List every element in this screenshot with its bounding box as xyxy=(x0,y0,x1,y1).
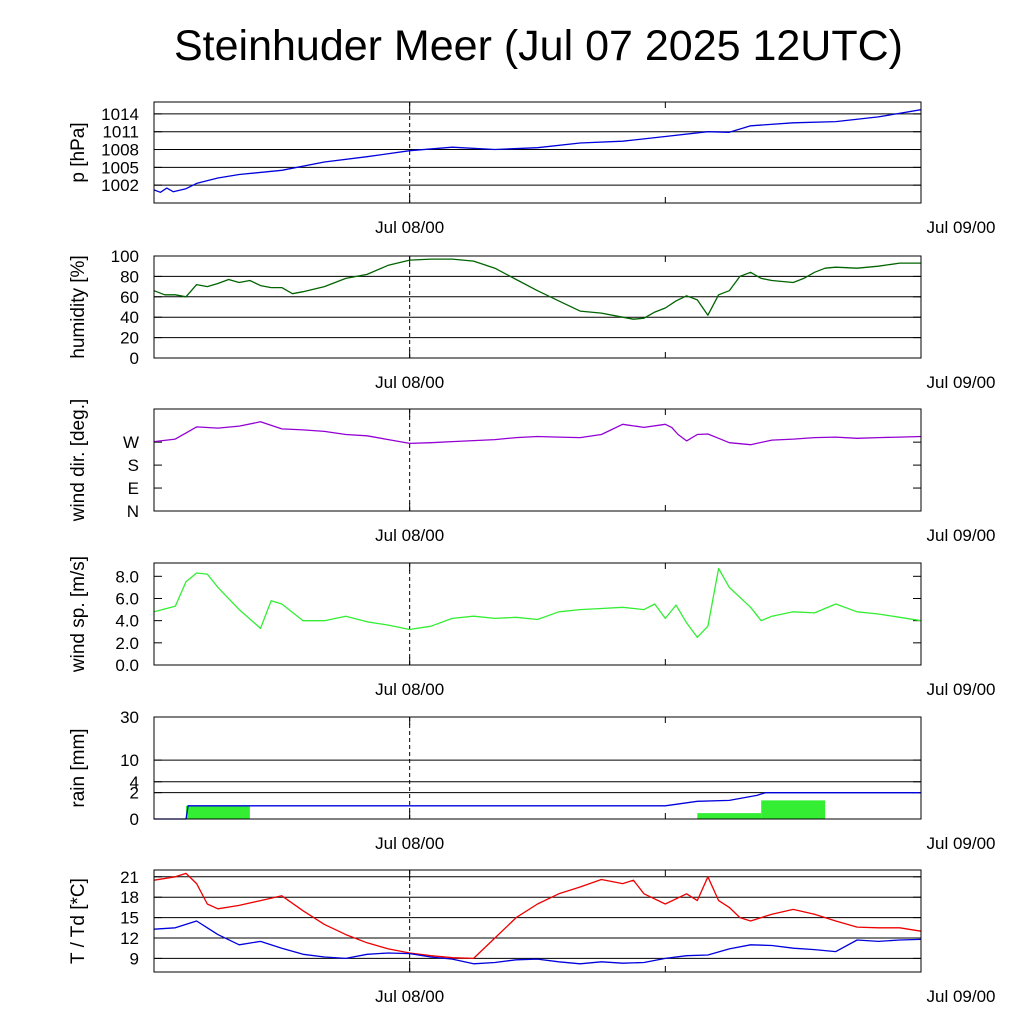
y-tick-label: 60 xyxy=(120,288,139,307)
y-tick-label: 2 xyxy=(130,784,139,803)
y-axis-label: T / Td [*C] xyxy=(68,878,89,964)
series-line-1 xyxy=(153,421,922,446)
y-tick-label: 100 xyxy=(111,247,139,266)
y-tick-label: 8.0 xyxy=(115,567,139,586)
y-tick-label: 2.0 xyxy=(115,634,139,653)
y-tick-label: E xyxy=(128,479,139,498)
plot-frame xyxy=(153,562,922,666)
plot-frame xyxy=(153,255,922,359)
x-tick-label: Jul 08/00 xyxy=(375,526,444,545)
x-tick-label: Jul 08/00 xyxy=(375,373,444,392)
x-tick-label: Jul 09/00 xyxy=(927,680,996,699)
series-line-1 xyxy=(153,872,922,960)
x-tick-label: Jul 09/00 xyxy=(927,834,996,853)
series-line-1 xyxy=(153,567,922,638)
plot-frame xyxy=(153,869,922,973)
x-tick-label: Jul 09/00 xyxy=(927,526,996,545)
series-line-1 xyxy=(154,792,921,820)
panel-4: 0.0 2.0 4.0 6.0 8.0 Jul 08/00 Jul 09/00 wind sp… xyxy=(68,556,996,699)
y-tick-label: 15 xyxy=(120,909,139,928)
y-tick-label: 0 xyxy=(130,349,139,368)
y-tick-label: 30 xyxy=(120,708,139,727)
y-tick-label: 6.0 xyxy=(115,589,139,608)
rain-bar xyxy=(697,813,762,819)
y-tick-label: 1005 xyxy=(101,158,139,177)
y-tick-label: 80 xyxy=(120,267,139,286)
y-axis-label: humidity [%] xyxy=(68,255,89,358)
x-tick-label: Jul 09/00 xyxy=(927,987,996,1006)
y-tick-label: 4.0 xyxy=(115,612,139,631)
series-line-1 xyxy=(153,109,922,193)
plot-frame xyxy=(153,716,922,820)
y-axis-label: rain [mm] xyxy=(68,728,89,807)
x-tick-label: Jul 09/00 xyxy=(927,218,996,237)
x-tick-label: Jul 08/00 xyxy=(375,834,444,853)
y-tick-label: W xyxy=(123,433,139,452)
y-tick-label: 9 xyxy=(130,949,139,968)
panel-5: 0 24 10 30 Jul 08/00 Jul 09/00 rain [mm] xyxy=(68,708,996,853)
rain-bar xyxy=(761,800,826,819)
y-tick-label: 18 xyxy=(120,888,139,907)
x-tick-label: Jul 08/00 xyxy=(375,680,444,699)
y-tick-label: N xyxy=(127,502,139,521)
y-tick-label: 12 xyxy=(120,929,139,948)
y-tick-label: 1011 xyxy=(102,123,139,142)
y-axis-label: wind sp. [m/s] xyxy=(68,556,89,673)
y-tick-label: 10 xyxy=(120,751,139,770)
y-tick-label: 1002 xyxy=(101,176,139,195)
y-tick-label: 1008 xyxy=(101,141,139,160)
series-line-1 xyxy=(153,258,921,320)
y-tick-label: 0 xyxy=(130,810,139,829)
y-tick-label: 1014 xyxy=(101,105,139,124)
series-line-2 xyxy=(153,920,922,965)
y-tick-label: S xyxy=(128,456,139,475)
rain-bar xyxy=(185,805,250,819)
x-tick-label: Jul 08/00 xyxy=(375,987,444,1006)
y-tick-label: 21 xyxy=(120,868,139,887)
x-tick-label: Jul 08/00 xyxy=(375,218,444,237)
y-axis-label: p [hPa] xyxy=(68,122,89,182)
plot-frame xyxy=(153,101,922,204)
plot-frame xyxy=(153,408,922,512)
x-tick-label: Jul 09/00 xyxy=(927,373,996,392)
chart-title: Steinhuder Meer (Jul 07 2025 12UTC) xyxy=(174,22,903,70)
y-tick-label: 0.0 xyxy=(115,656,139,675)
y-tick-label: 20 xyxy=(120,329,139,348)
y-tick-label: 40 xyxy=(120,308,139,327)
y-axis-label: wind dir. [deg.] xyxy=(68,399,89,523)
y-tick-label: 4 xyxy=(130,773,139,792)
